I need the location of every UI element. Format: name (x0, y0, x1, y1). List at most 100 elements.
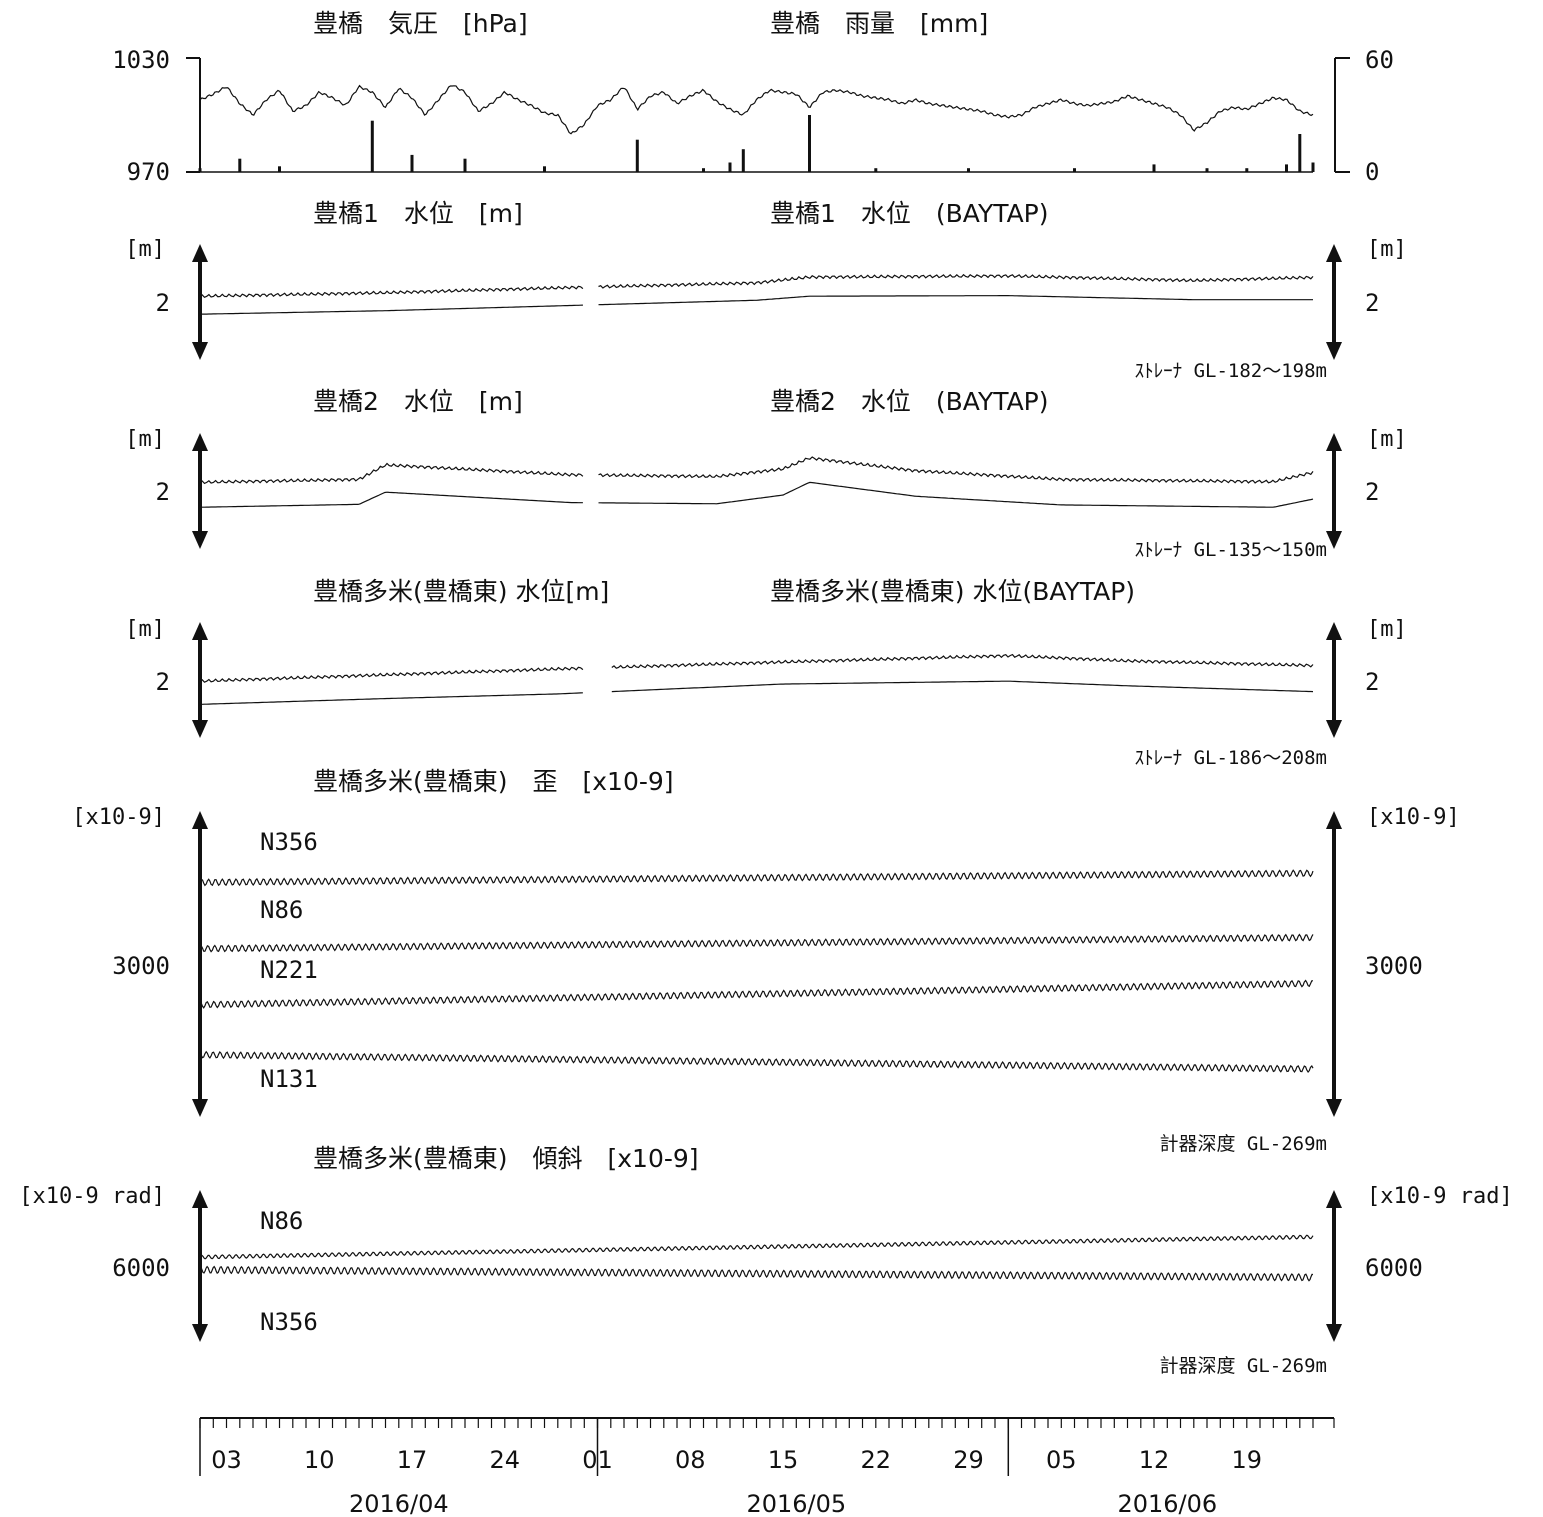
rain-bar (967, 168, 970, 172)
strain-scale-arrows (192, 811, 1342, 1117)
tilt-series-n86 (199, 1234, 1314, 1260)
panel-toyohashi2: 豊橋2 水位 [m] 豊橋2 水位 (BAYTAP) [m] [m] 2 2 ｽ… (125, 387, 1407, 561)
rain-bar (370, 120, 374, 172)
toyohashi2-baytap-title: 豊橋2 水位 (BAYTAP) (770, 387, 1049, 416)
time-axis-day-label: 29 (953, 1446, 984, 1474)
strain-series-n221 (199, 979, 1313, 1009)
toyohashi2-unit-right: [m] (1367, 427, 1407, 452)
tilt-left-scale-arrow-head-down (192, 1324, 208, 1342)
strain-right-scale-arrow-head-down (1326, 1099, 1342, 1117)
tame-water-tick-right: 2 (1365, 668, 1379, 696)
panel-tame-strain: 豊橋多米(豊橋東) 歪 [x10-9] [x10-9] [x10-9] 3000… (72, 767, 1459, 1155)
time-axis-day-label: 03 (211, 1446, 242, 1474)
tame-water-strainer-note: ｽﾄﾚｰﾅ GL-186～208m (1135, 747, 1327, 769)
time-axis-day-label: 17 (397, 1446, 428, 1474)
time-axis-month-label: 2016/05 (746, 1490, 846, 1517)
strain-label-n86: N86 (260, 896, 303, 924)
time-axis-day-label: 22 (861, 1446, 892, 1474)
tilt-unit-right: [x10-9 rad] (1367, 1184, 1513, 1209)
strain-left-scale-arrow-head-up (192, 811, 208, 829)
strain-tick-right: 3000 (1365, 952, 1423, 980)
toyohashi2-left-scale-arrow-head-up (192, 433, 208, 451)
panel-tame-tilt: 豊橋多米(豊橋東) 傾斜 [x10-9] [x10-9 rad] [x10-9 … (19, 1144, 1512, 1377)
tilt-label-n86: N86 (260, 1207, 303, 1235)
toyohashi1-scale-arrows (192, 244, 1342, 360)
toyohashi2-left-scale-arrow-head-down (192, 531, 208, 549)
strain-series-n131 (199, 1050, 1314, 1073)
rain-bar (278, 166, 281, 172)
time-axis-day-label: 08 (675, 1446, 706, 1474)
toyohashi1-lines (199, 273, 1314, 315)
panel-toyohashi1: 豊橋1 水位 [m] 豊橋1 水位 (BAYTAP) [m] [m] 2 2 ｽ… (125, 199, 1407, 382)
rain-bar (702, 168, 705, 172)
strain-series-n86 (199, 933, 1314, 953)
pressure-series-line (199, 84, 1314, 135)
tame-water-right-scale-arrow-head-up (1326, 622, 1342, 640)
strain-label-n356: N356 (260, 828, 318, 856)
tilt-series-n356 (199, 1265, 1314, 1282)
rain-bar (463, 158, 467, 172)
rain-bar (1205, 168, 1209, 172)
rain-bar (741, 149, 745, 172)
toyohashi2-series-baytap (200, 481, 1314, 508)
tilt-depth-note: 計器深度 GL-269m (1159, 1355, 1327, 1377)
tilt-scale-arrows (192, 1190, 1342, 1342)
toyohashi1-left-scale-arrow-head-down (192, 342, 208, 360)
rain-bar (543, 166, 546, 172)
rain-bar (1285, 164, 1288, 172)
tame-water-scale-arrows (192, 622, 1342, 738)
toyohashi1-unit-left: [m] (125, 237, 165, 262)
tame-water-tick-left: 2 (156, 668, 170, 696)
rain-bar (1152, 164, 1156, 172)
toyohashi2-lines (199, 456, 1314, 508)
rain-bar (198, 168, 202, 172)
toyohashi1-series-baytap (199, 295, 1313, 315)
rain-bar (1073, 168, 1076, 172)
toyohashi2-scale-arrows (192, 433, 1342, 549)
tilt-lines (199, 1234, 1314, 1282)
time-axis-month-label: 2016/04 (349, 1490, 449, 1517)
tilt-left-scale-arrow-head-up (192, 1190, 208, 1208)
tilt-unit-left: [x10-9 rad] (19, 1184, 165, 1209)
toyohashi1-strainer-note: ｽﾄﾚｰﾅ GL-182～198m (1135, 360, 1327, 382)
rain-bar (410, 154, 414, 172)
toyohashi1-right-scale-arrow-head-down (1326, 342, 1342, 360)
toyohashi1-series-observed (199, 273, 1314, 299)
rain-bar (635, 139, 639, 172)
tame-water-right-scale-arrow-head-down (1326, 720, 1342, 738)
strain-lines (199, 869, 1314, 1073)
tame-water-title: 豊橋多米(豊橋東) 水位[m] (313, 577, 609, 606)
time-axis-day-label: 12 (1139, 1446, 1170, 1474)
tilt-tick-right: 6000 (1365, 1254, 1423, 1282)
rain-bar (728, 162, 732, 172)
panel-tame-water: 豊橋多米(豊橋東) 水位[m] 豊橋多米(豊橋東) 水位(BAYTAP) [m]… (125, 577, 1407, 769)
strain-depth-note: 計器深度 GL-269m (1159, 1133, 1327, 1155)
toyohashi2-right-scale-arrow-head-down (1326, 531, 1342, 549)
toyohashi2-strainer-note: ｽﾄﾚｰﾅ GL-135～150m (1135, 539, 1327, 561)
tame-water-unit-right: [m] (1367, 617, 1407, 642)
tilt-tick-left: 6000 (112, 1254, 170, 1282)
toyohashi1-baytap-title: 豊橋1 水位 (BAYTAP) (770, 199, 1049, 228)
tame-water-left-scale-arrow-head-down (192, 720, 208, 738)
rain-bar (1245, 168, 1249, 172)
tame-water-unit-left: [m] (125, 617, 165, 642)
strain-tick-left: 3000 (112, 952, 170, 980)
time-axis-month-label: 2016/06 (1117, 1490, 1217, 1517)
tame-water-baytap-title: 豊橋多米(豊橋東) 水位(BAYTAP) (770, 577, 1135, 606)
rain-bar (808, 115, 811, 172)
toyohashi2-tick-left: 2 (156, 478, 170, 506)
tilt-right-scale-arrow-head-down (1326, 1324, 1342, 1342)
panel-pressure-rain: 豊橋 気圧 [hPa] 豊橋 雨量 [mm] 1030 970 60 0 (112, 9, 1394, 186)
strain-series-n356 (199, 869, 1314, 887)
strain-right-scale-arrow-head-up (1326, 811, 1342, 829)
toyohashi1-left-scale-arrow-head-up (192, 244, 208, 262)
rain-bars (198, 115, 1315, 172)
rain-tick-top: 60 (1365, 46, 1394, 74)
tilt-title: 豊橋多米(豊橋東) 傾斜 [x10-9] (313, 1144, 699, 1173)
toyohashi2-right-scale-arrow-head-up (1326, 433, 1342, 451)
tilt-label-n356: N356 (260, 1308, 318, 1336)
toyohashi2-tick-right: 2 (1365, 478, 1379, 506)
toyohashi2-series-observed (199, 456, 1314, 485)
pressure-title: 豊橋 気圧 [hPa] (313, 9, 528, 38)
